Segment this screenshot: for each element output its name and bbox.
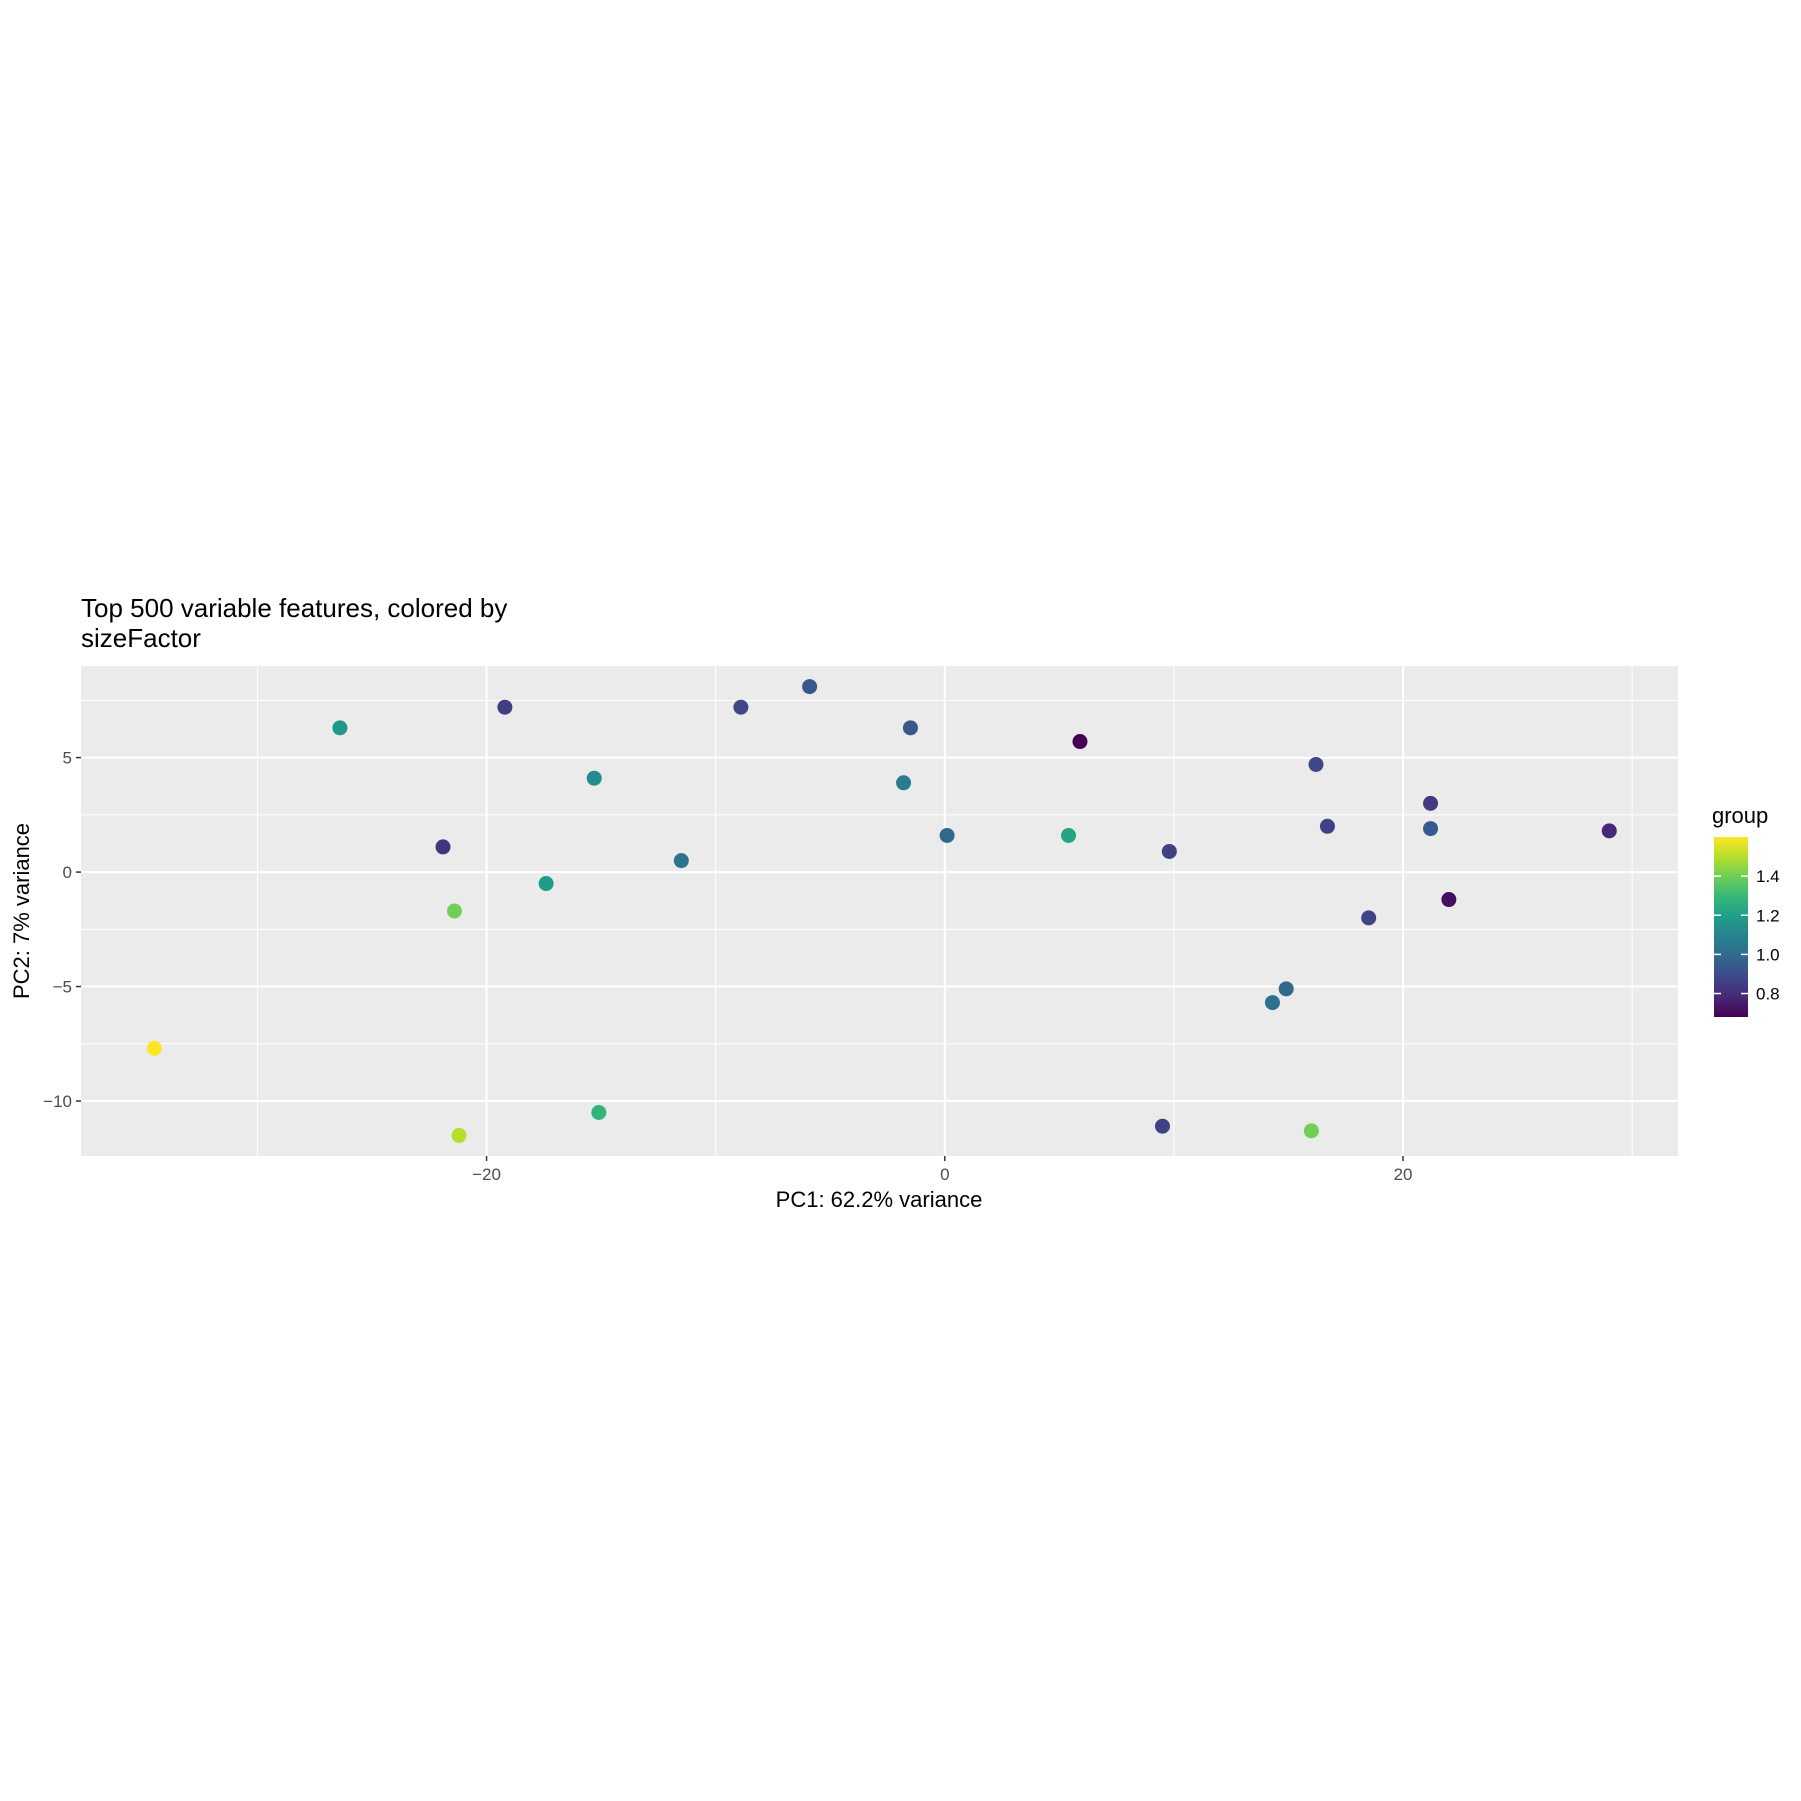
legend-title: group <box>1712 803 1768 828</box>
data-point <box>673 853 689 869</box>
y-tick-label: −5 <box>53 978 72 997</box>
x-tick-label: −20 <box>472 1165 501 1184</box>
data-point <box>939 827 955 843</box>
data-point <box>435 839 451 855</box>
x-tick-label: 0 <box>940 1165 949 1184</box>
legend-tick-label: 0.8 <box>1756 985 1780 1004</box>
legend-tick-label: 1.0 <box>1756 945 1780 964</box>
data-point <box>1308 756 1324 772</box>
data-point <box>538 876 554 892</box>
legend-tick-label: 1.2 <box>1756 906 1780 925</box>
data-point <box>591 1104 607 1120</box>
legend-colorbar <box>1714 837 1748 1017</box>
data-point <box>802 679 818 695</box>
y-tick-label: 5 <box>63 749 72 768</box>
chart-title-line-1: Top 500 variable features, colored by <box>81 593 507 623</box>
data-point <box>1423 795 1439 811</box>
data-point <box>1303 1123 1319 1139</box>
legend-ticks: 0.8 1.0 1.2 1.4 <box>1714 867 1780 1004</box>
data-point <box>1361 910 1377 926</box>
data-point <box>446 903 462 919</box>
data-point <box>1601 823 1617 839</box>
data-point <box>586 770 602 786</box>
data-point <box>1161 843 1177 859</box>
data-point <box>1061 827 1077 843</box>
data-point <box>497 699 513 715</box>
data-point <box>1278 981 1294 997</box>
color-legend: group 0.8 1.0 1.2 1.4 <box>1712 803 1780 1017</box>
data-point <box>902 720 918 736</box>
chart-title-line-2: sizeFactor <box>81 623 201 653</box>
data-points <box>146 679 1617 1143</box>
major-gridlines <box>81 666 1678 1156</box>
data-point <box>1423 821 1439 837</box>
x-axis-title: PC1: 62.2% variance <box>776 1187 983 1212</box>
data-point <box>896 775 912 791</box>
data-point <box>451 1127 467 1143</box>
data-point <box>1264 995 1280 1011</box>
data-point <box>1441 892 1457 908</box>
data-point <box>146 1040 162 1056</box>
legend-tick-label: 1.4 <box>1756 867 1780 886</box>
minor-gridlines <box>81 666 1678 1156</box>
y-tick-label: 0 <box>63 863 72 882</box>
plot-panel <box>81 666 1678 1156</box>
x-axis-ticks: −20 0 20 <box>472 1156 1413 1184</box>
y-tick-label: −10 <box>43 1092 72 1111</box>
data-point <box>1154 1118 1170 1134</box>
data-point <box>1319 818 1335 834</box>
data-point <box>733 699 749 715</box>
x-tick-label: 20 <box>1394 1165 1413 1184</box>
data-point <box>1072 734 1088 750</box>
y-axis-title: PC2: 7% variance <box>9 823 34 999</box>
chart-title: Top 500 variable features, colored by si… <box>81 593 507 653</box>
data-point <box>332 720 348 736</box>
y-axis-ticks: −10 −5 0 5 <box>43 749 81 1111</box>
